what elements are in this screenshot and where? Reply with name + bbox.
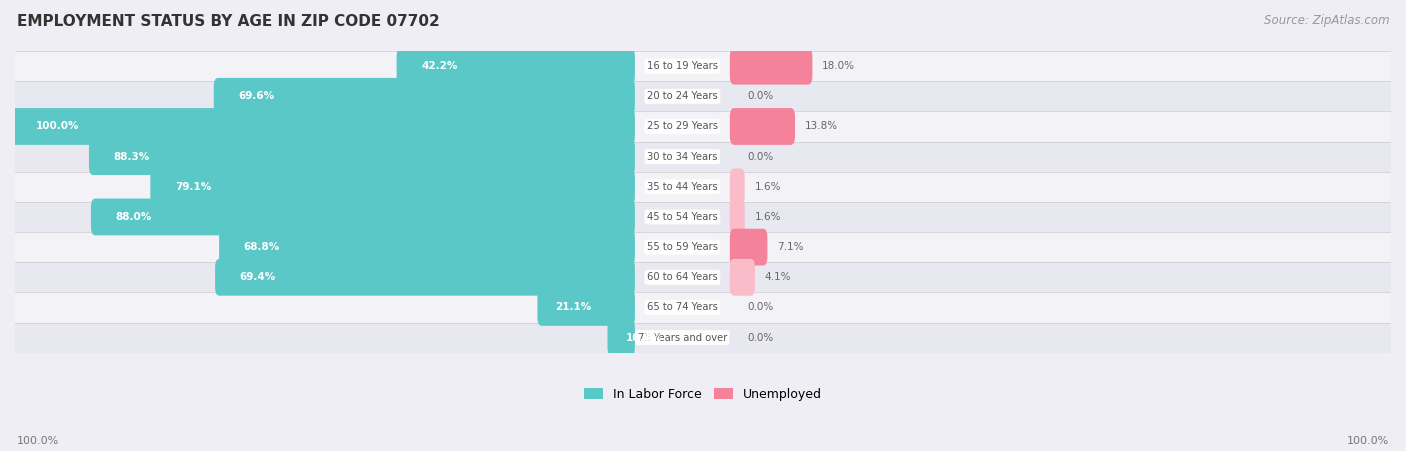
- Bar: [15, 322, 1391, 353]
- Legend: In Labor Force, Unemployed: In Labor Force, Unemployed: [583, 388, 823, 401]
- Text: 45 to 54 Years: 45 to 54 Years: [647, 212, 717, 222]
- Text: 10.6%: 10.6%: [626, 332, 662, 343]
- Text: 69.6%: 69.6%: [239, 91, 274, 101]
- FancyBboxPatch shape: [537, 289, 636, 326]
- Text: 13.8%: 13.8%: [804, 121, 838, 132]
- FancyBboxPatch shape: [91, 198, 636, 235]
- FancyBboxPatch shape: [730, 259, 755, 296]
- FancyBboxPatch shape: [11, 108, 636, 145]
- FancyBboxPatch shape: [730, 229, 768, 266]
- FancyBboxPatch shape: [607, 319, 636, 356]
- Text: 60 to 64 Years: 60 to 64 Years: [647, 272, 717, 282]
- Text: 20 to 24 Years: 20 to 24 Years: [647, 91, 717, 101]
- Text: 0.0%: 0.0%: [748, 332, 773, 343]
- Bar: [15, 172, 1391, 202]
- Bar: [15, 111, 1391, 142]
- FancyBboxPatch shape: [214, 78, 636, 115]
- Bar: [15, 262, 1391, 292]
- Text: 18.0%: 18.0%: [823, 61, 855, 71]
- Text: 0.0%: 0.0%: [748, 91, 773, 101]
- FancyBboxPatch shape: [150, 168, 636, 205]
- FancyBboxPatch shape: [219, 229, 636, 266]
- Text: 69.4%: 69.4%: [240, 272, 276, 282]
- Bar: [15, 232, 1391, 262]
- Text: Source: ZipAtlas.com: Source: ZipAtlas.com: [1264, 14, 1389, 27]
- FancyBboxPatch shape: [730, 108, 794, 145]
- Text: 42.2%: 42.2%: [422, 61, 458, 71]
- Text: 75 Years and over: 75 Years and over: [638, 332, 727, 343]
- Text: 68.8%: 68.8%: [243, 242, 280, 252]
- Text: 30 to 34 Years: 30 to 34 Years: [647, 152, 717, 161]
- Text: 100.0%: 100.0%: [17, 437, 59, 446]
- Text: 7.1%: 7.1%: [778, 242, 803, 252]
- Text: 79.1%: 79.1%: [176, 182, 211, 192]
- Text: 0.0%: 0.0%: [748, 303, 773, 313]
- Text: 16 to 19 Years: 16 to 19 Years: [647, 61, 718, 71]
- Text: 4.1%: 4.1%: [765, 272, 792, 282]
- Bar: [15, 142, 1391, 172]
- Text: 100.0%: 100.0%: [35, 121, 79, 132]
- Bar: [15, 81, 1391, 111]
- Text: 21.1%: 21.1%: [555, 303, 592, 313]
- FancyBboxPatch shape: [730, 168, 745, 205]
- FancyBboxPatch shape: [730, 48, 813, 84]
- Text: 88.0%: 88.0%: [115, 212, 152, 222]
- Text: 0.0%: 0.0%: [748, 152, 773, 161]
- FancyBboxPatch shape: [215, 259, 636, 296]
- FancyBboxPatch shape: [89, 138, 636, 175]
- Text: 35 to 44 Years: 35 to 44 Years: [647, 182, 717, 192]
- Text: 100.0%: 100.0%: [1347, 437, 1389, 446]
- FancyBboxPatch shape: [396, 48, 636, 84]
- Text: 88.3%: 88.3%: [114, 152, 150, 161]
- Text: 65 to 74 Years: 65 to 74 Years: [647, 303, 718, 313]
- Text: 25 to 29 Years: 25 to 29 Years: [647, 121, 718, 132]
- Bar: [15, 202, 1391, 232]
- Bar: [15, 51, 1391, 81]
- Text: 55 to 59 Years: 55 to 59 Years: [647, 242, 718, 252]
- Text: EMPLOYMENT STATUS BY AGE IN ZIP CODE 07702: EMPLOYMENT STATUS BY AGE IN ZIP CODE 077…: [17, 14, 440, 28]
- Bar: [15, 292, 1391, 322]
- Text: 1.6%: 1.6%: [755, 182, 780, 192]
- FancyBboxPatch shape: [730, 198, 745, 235]
- Text: 1.6%: 1.6%: [755, 212, 780, 222]
